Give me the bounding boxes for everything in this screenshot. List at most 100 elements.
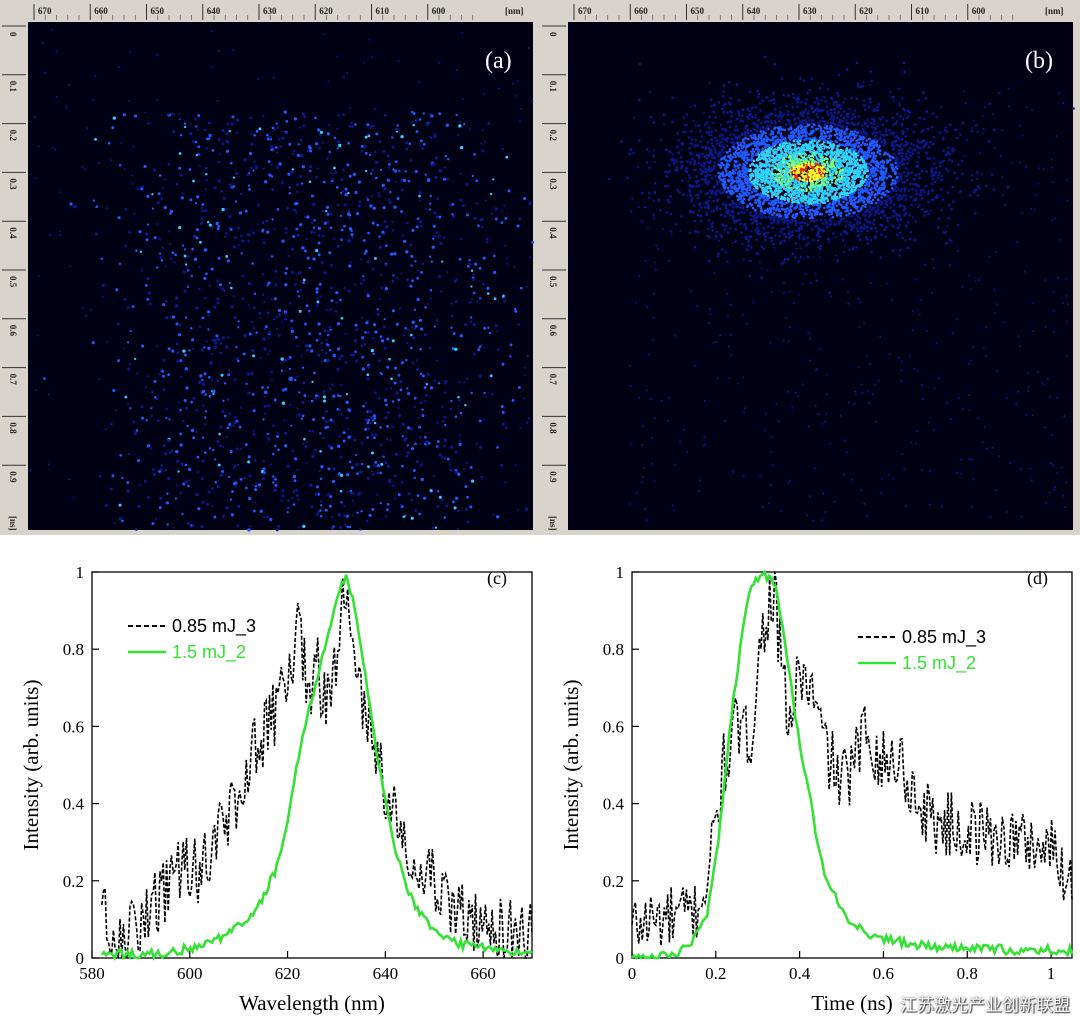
photon-dot [705, 178, 708, 181]
photon-dot [883, 172, 886, 175]
photon-dot [396, 323, 399, 326]
photon-dot [274, 283, 277, 286]
photon-dot [289, 192, 291, 194]
photon-dot [417, 417, 419, 419]
photon-dot [348, 264, 351, 267]
photon-dot [412, 362, 415, 365]
left-axis-tick-label: 0.3 [548, 178, 558, 190]
photon-dot [790, 174, 793, 177]
photon-dot [219, 426, 222, 429]
photon-dot [453, 280, 456, 283]
photon-dot [189, 132, 192, 135]
photon-dot [254, 292, 256, 294]
photon-dot [449, 463, 451, 465]
photon-dot [682, 194, 685, 197]
photon-dot [86, 127, 88, 129]
photon-dot [784, 211, 787, 214]
photon-dot [204, 451, 207, 454]
photon-dot [416, 298, 419, 301]
photon-dot [221, 287, 224, 290]
photon-dot [92, 99, 94, 101]
photon-dot [755, 153, 758, 156]
photon-dot [328, 151, 331, 154]
photon-dot [459, 434, 461, 436]
photon-dot [816, 280, 819, 283]
photon-dot [760, 276, 763, 279]
photon-dot [174, 253, 177, 256]
photon-dot [906, 110, 909, 113]
photon-dot [811, 126, 814, 129]
photon-dot [653, 121, 656, 124]
photon-dot [313, 226, 315, 228]
photon-dot [773, 102, 776, 105]
photon-dot [455, 300, 458, 303]
photon-dot [439, 496, 442, 499]
top-axis-tick-label: 610 [916, 6, 930, 16]
photon-dot [379, 246, 382, 249]
photon-dot [803, 79, 806, 82]
photon-dot [308, 332, 311, 335]
photon-dot [940, 188, 943, 191]
photon-dot [355, 454, 357, 456]
photon-dot [883, 185, 886, 188]
photon-dot [266, 230, 269, 233]
photon-dot [369, 125, 372, 128]
photon-dot [202, 404, 205, 407]
photon-dot [873, 123, 876, 126]
photon-dot [361, 442, 364, 445]
photon-dot [668, 164, 671, 167]
photon-dot [934, 181, 937, 184]
photon-dot [510, 343, 513, 346]
photon-dot [217, 228, 220, 231]
photon-dot [494, 297, 497, 300]
photon-dot [106, 207, 108, 209]
photon-dot [364, 343, 367, 346]
photon-dot [287, 173, 290, 176]
photon-dot [392, 274, 394, 276]
photon-dot [728, 126, 731, 129]
photon-dot [323, 395, 326, 398]
photon-dot [870, 149, 873, 152]
photon-dot [321, 349, 324, 352]
photon-dot [391, 221, 393, 223]
photon-dot [333, 354, 336, 357]
photon-dot [385, 403, 388, 406]
photon-dot [111, 126, 114, 129]
photon-dot [789, 221, 792, 224]
photon-dot [218, 433, 221, 436]
photon-dot [777, 218, 780, 221]
photon-dot [263, 168, 265, 170]
photon-dot [931, 183, 934, 186]
photon-dot [184, 353, 187, 356]
photon-dot [177, 470, 179, 472]
photon-dot [757, 119, 760, 122]
photon-dot [303, 394, 306, 397]
photon-dot [786, 105, 789, 108]
photon-dot [164, 452, 167, 455]
photon-dot [444, 439, 447, 442]
photon-dot [841, 120, 844, 123]
photon-dot [350, 354, 353, 357]
photon-dot [779, 126, 782, 129]
photon-dot [866, 133, 869, 136]
photon-dot [139, 484, 141, 486]
photon-dot [890, 202, 893, 205]
photon-dot [483, 419, 485, 421]
photon-dot [832, 163, 835, 166]
photon-dot [531, 100, 533, 102]
photon-dot [262, 467, 265, 470]
photon-dot [240, 480, 242, 482]
photon-dot [398, 60, 400, 62]
photon-dot [305, 344, 308, 347]
photon-dot [252, 354, 255, 357]
photon-dot [178, 113, 180, 115]
photon-dot [255, 485, 258, 488]
photon-dot [207, 315, 209, 317]
photon-dot [320, 131, 323, 134]
photon-dot [198, 266, 200, 268]
photon-dot [719, 207, 722, 210]
photon-dot [216, 280, 219, 283]
photon-dot [376, 493, 378, 495]
photon-dot [348, 290, 351, 293]
